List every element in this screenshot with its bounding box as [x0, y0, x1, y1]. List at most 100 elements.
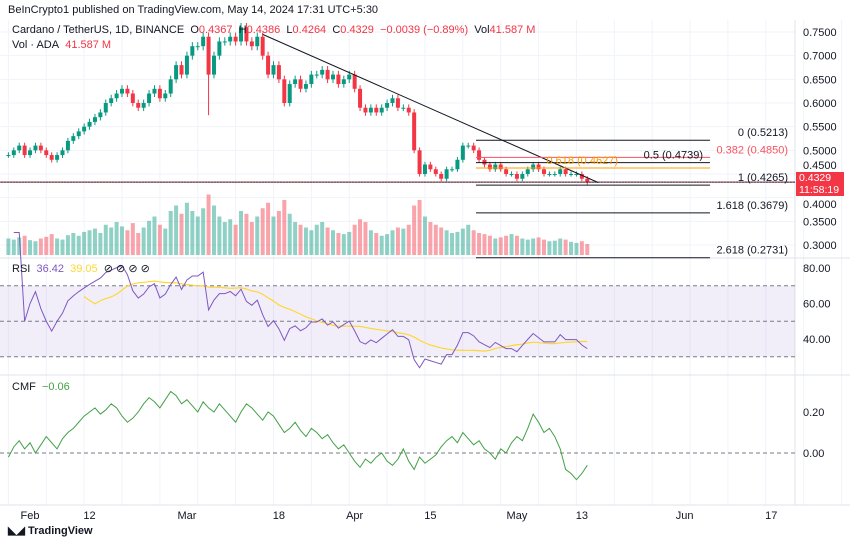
candle-body — [276, 65, 281, 80]
candle-body — [336, 74, 341, 85]
candle-body — [309, 74, 314, 85]
candle-body — [190, 46, 195, 56]
volume-bar — [233, 224, 238, 255]
time-tick: 17 — [765, 510, 777, 522]
price-tick: 0.7000 — [803, 51, 837, 63]
volume-bar — [136, 233, 141, 255]
time-tick: Apr — [346, 510, 363, 522]
fib-level-label: 0 (0.5213) — [738, 127, 788, 139]
candle-body — [271, 65, 276, 75]
volume-bar — [358, 219, 363, 255]
candle-body — [455, 159, 460, 170]
price-tick: 0.4500 — [803, 160, 837, 172]
candle-body — [109, 98, 114, 103]
candle-body — [201, 36, 206, 47]
time-tick: 18 — [273, 510, 285, 522]
volume-bar — [76, 235, 81, 255]
candle-body — [471, 145, 476, 151]
candle-body — [493, 164, 498, 170]
volume-bar — [428, 222, 433, 255]
candle-body — [374, 107, 379, 113]
volume-bar — [222, 222, 227, 255]
candle-body — [368, 107, 373, 113]
volume-bar — [260, 208, 265, 255]
candle-body — [363, 107, 368, 113]
volume-bar — [341, 234, 346, 255]
vol-value: 41.587 M — [489, 24, 536, 36]
volume-bar — [249, 222, 254, 255]
candle-body — [417, 150, 422, 174]
time-tick: Jun — [676, 510, 694, 522]
candle-body — [536, 164, 541, 170]
candle-body — [352, 74, 357, 89]
candle-body — [331, 74, 335, 80]
volume-bar — [482, 234, 487, 255]
rsi-ma-value: 39.05 — [70, 263, 98, 275]
candle-body — [428, 164, 433, 170]
volume-bar — [49, 234, 54, 255]
candle-body — [498, 164, 503, 170]
candle-body — [22, 145, 27, 156]
candle-body — [211, 55, 216, 75]
candle-body — [147, 93, 152, 103]
volume-bar — [541, 239, 546, 255]
volume-bar — [385, 234, 390, 255]
volume-bar — [17, 237, 22, 255]
volume-bar — [417, 200, 422, 255]
volume-bar — [487, 235, 492, 255]
candle-body — [260, 36, 265, 56]
volume-bar — [228, 219, 233, 255]
volume-bar — [460, 228, 465, 255]
close-value: 0.4329 — [340, 24, 374, 36]
volume-bar — [390, 230, 395, 255]
volume-bar — [217, 216, 222, 255]
candle-body — [71, 136, 76, 141]
high-label: H — [238, 24, 247, 36]
candle-body — [406, 107, 411, 113]
volume-bar — [352, 224, 357, 255]
volume-value: 41.587 M — [65, 39, 112, 51]
open-value: 0.4367 — [198, 24, 233, 36]
candle-body — [136, 102, 141, 108]
volume-bar — [125, 230, 130, 255]
fib-level-label: 1.618 (0.3679) — [716, 200, 788, 212]
volume-bar — [28, 240, 33, 255]
candle-body — [552, 173, 557, 175]
low-value: 0.4264 — [292, 24, 327, 36]
volume-bar — [33, 241, 38, 255]
candle-body — [6, 155, 11, 157]
rsi-legend[interactable]: RSI 36.42 39.05 ⊘ ⊘ ⊘ ⊘ — [12, 262, 150, 275]
candle-body — [385, 102, 390, 108]
volume-bar — [92, 228, 97, 255]
candle-body — [82, 126, 87, 132]
publisher-line: BeInCrypto1 published on TradingView.com… — [8, 4, 379, 16]
cmf-legend[interactable]: CMF −0.06 — [12, 381, 70, 393]
volume-bar — [455, 231, 460, 255]
candle-body — [395, 98, 400, 108]
volume-bar — [331, 230, 335, 255]
candle-body — [293, 79, 298, 85]
price-tick: 0.7500 — [803, 27, 837, 39]
vol-label: Vol — [474, 24, 490, 36]
price-tick: 0.3000 — [803, 240, 837, 252]
volume-bar — [320, 222, 325, 255]
volume-bar — [309, 230, 314, 255]
volume-bar — [71, 233, 76, 255]
rsi-line — [13, 232, 588, 369]
volume-bar — [266, 202, 271, 255]
volume-bar — [466, 224, 471, 255]
volume-bar — [65, 235, 70, 255]
volume-bar — [163, 228, 168, 255]
volume-bar — [569, 241, 574, 255]
candle-body — [174, 65, 179, 80]
candle-body — [60, 150, 65, 156]
high-value: 0.4386 — [246, 24, 281, 36]
volume-bar — [114, 222, 119, 255]
symbol-name[interactable]: Cardano / TetherUS, 1D, BINANCE — [12, 24, 185, 36]
open-label: O — [190, 24, 199, 36]
volume-bar — [179, 213, 184, 255]
volume-legend[interactable]: Vol · ADA 41.587 M — [12, 39, 111, 51]
tradingview-logo[interactable]: ◣◢ TradingView — [8, 525, 93, 538]
